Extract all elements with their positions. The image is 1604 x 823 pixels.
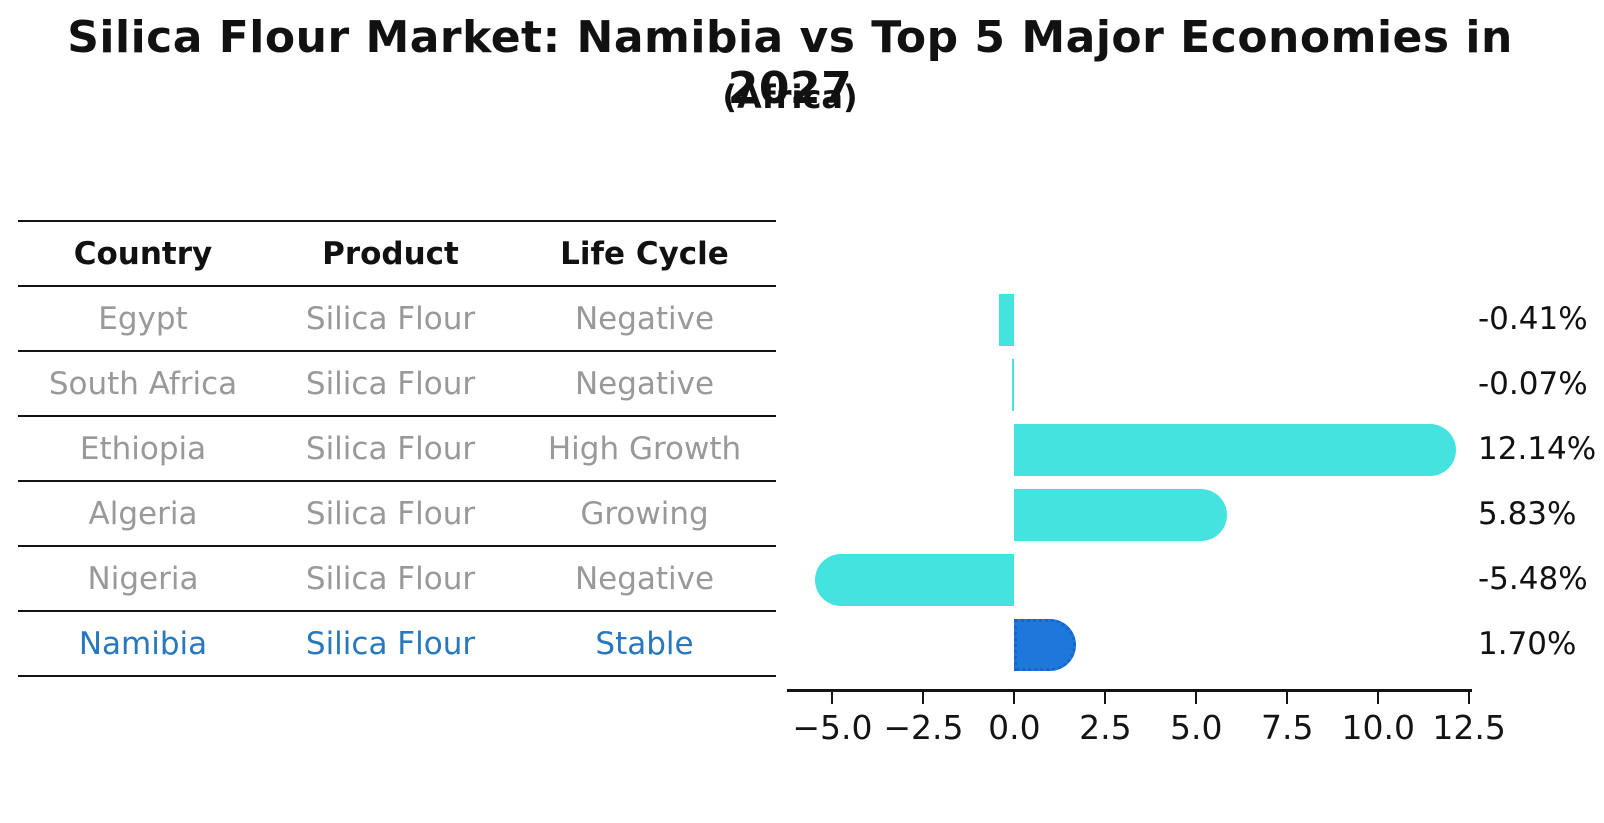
x-tick	[831, 692, 834, 704]
comparison-table: Country Product Life Cycle Egypt Silica …	[18, 220, 776, 677]
cell-country: Namibia	[78, 625, 208, 662]
cell-product: Silica Flour	[305, 365, 476, 402]
cell-lifecycle: High Growth	[547, 430, 742, 467]
chart-title: Silica Flour Market: Namibia vs Top 5 Ma…	[67, 12, 1513, 114]
x-tick-label: 0.0	[988, 708, 1041, 747]
x-axis-line	[787, 689, 1472, 692]
cell-lifecycle: Negative	[574, 300, 715, 337]
bar-namibia-highlighted	[1014, 618, 1077, 671]
bar-value-label: -0.41%	[1478, 301, 1588, 337]
bar-south-africa	[1011, 358, 1015, 411]
bar-value-label: -5.48%	[1478, 561, 1588, 597]
table-header-lifecycle: Life Cycle	[560, 235, 729, 272]
x-tick	[1286, 692, 1289, 704]
cell-product: Silica Flour	[305, 560, 476, 597]
table-row-algeria: Algeria Silica Flour Growing	[18, 482, 776, 547]
cell-lifecycle: Negative	[574, 560, 715, 597]
cell-product: Silica Flour	[305, 495, 476, 532]
chart-subtitle: (Africa)	[722, 78, 858, 116]
bar-algeria	[1014, 488, 1227, 541]
bar-value-label: 1.70%	[1478, 626, 1577, 662]
table-row-namibia-highlighted: Namibia Silica Flour Stable	[18, 612, 776, 677]
bar-value-label: -0.07%	[1478, 366, 1588, 402]
cell-lifecycle: Growing	[580, 495, 709, 532]
cell-product: Silica Flour	[305, 430, 476, 467]
x-tick	[922, 692, 925, 704]
x-tick-label: 2.5	[1079, 708, 1132, 747]
x-tick	[1195, 692, 1198, 704]
cell-country: Algeria	[88, 495, 198, 532]
x-tick-label: −2.5	[883, 708, 964, 747]
cell-lifecycle: Stable	[595, 625, 694, 662]
x-tick-label: 10.0	[1341, 708, 1415, 747]
table-row-south-africa: South Africa Silica Flour Negative	[18, 352, 776, 417]
x-tick	[1468, 692, 1471, 704]
table-header-row: Country Product Life Cycle	[18, 222, 776, 287]
cell-country: Egypt	[98, 300, 188, 337]
x-tick-label: 5.0	[1170, 708, 1223, 747]
bar-value-label: 12.14%	[1478, 431, 1597, 467]
x-tick	[1377, 692, 1380, 704]
cell-country: Nigeria	[87, 560, 199, 597]
cell-product: Silica Flour	[305, 625, 476, 662]
bar-plot-area	[787, 287, 1471, 677]
cell-lifecycle: Negative	[574, 365, 715, 402]
bar-egypt	[999, 293, 1015, 346]
x-tick-label: 7.5	[1261, 708, 1314, 747]
x-tick	[1104, 692, 1107, 704]
table-body: Egypt Silica Flour Negative South Africa…	[18, 287, 776, 677]
bar-nigeria	[815, 553, 1015, 606]
bar-value-label: 5.83%	[1478, 496, 1577, 532]
bar-ethiopia	[1014, 423, 1457, 476]
table-row-nigeria: Nigeria Silica Flour Negative	[18, 547, 776, 612]
cell-product: Silica Flour	[305, 300, 476, 337]
x-tick	[1013, 692, 1016, 704]
table-header-product: Product	[322, 235, 459, 272]
x-tick-label: 12.5	[1432, 708, 1506, 747]
x-tick-label: −5.0	[792, 708, 873, 747]
table-row-egypt: Egypt Silica Flour Negative	[18, 287, 776, 352]
cell-country: Ethiopia	[79, 430, 207, 467]
table-row-ethiopia: Ethiopia Silica Flour High Growth	[18, 417, 776, 482]
x-axis: −5.0 −2.5 0.0 2.5 5.0 7.5 10.0 12.5	[787, 689, 1506, 759]
cell-country: South Africa	[48, 365, 238, 402]
table-header-country: Country	[73, 235, 213, 272]
